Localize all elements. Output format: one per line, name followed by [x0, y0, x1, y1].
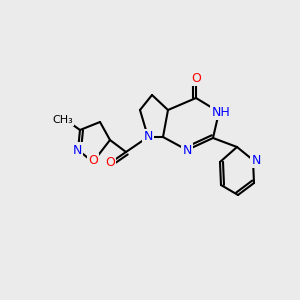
- Text: O: O: [105, 157, 115, 169]
- Text: N: N: [72, 143, 82, 157]
- Text: N: N: [182, 145, 192, 158]
- Text: NH: NH: [212, 106, 230, 118]
- Text: O: O: [191, 71, 201, 85]
- Text: CH₃: CH₃: [52, 115, 74, 125]
- Text: N: N: [251, 154, 261, 166]
- Text: N: N: [143, 130, 153, 143]
- Text: O: O: [88, 154, 98, 167]
